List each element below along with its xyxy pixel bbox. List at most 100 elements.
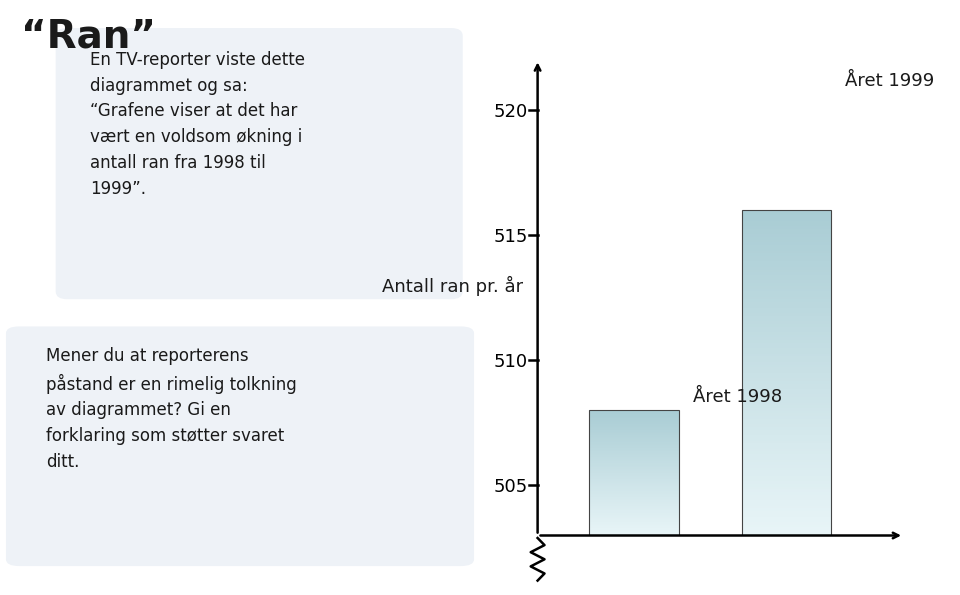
Bar (741, 465, 831, 468)
Bar (741, 270, 831, 273)
Bar (741, 275, 831, 278)
Bar (741, 242, 831, 245)
Bar (741, 394, 831, 397)
Bar (741, 294, 831, 297)
Bar (741, 372, 831, 375)
Bar (589, 529, 680, 530)
Bar (741, 365, 831, 367)
Bar (741, 223, 831, 226)
Bar (589, 533, 680, 534)
Bar (741, 476, 831, 478)
Bar (741, 302, 831, 305)
Bar (589, 441, 680, 443)
Bar (741, 514, 831, 516)
Bar (741, 487, 831, 489)
Bar (741, 329, 831, 332)
Bar (741, 215, 831, 218)
Bar (589, 428, 680, 429)
Bar (741, 256, 831, 259)
Bar (589, 433, 680, 434)
Bar (589, 452, 680, 453)
Bar (741, 234, 831, 237)
Bar (741, 297, 831, 299)
Bar (741, 525, 831, 527)
Bar (589, 498, 680, 499)
Bar (589, 508, 680, 509)
Bar (741, 446, 831, 449)
Bar (741, 527, 831, 530)
Bar (589, 499, 680, 500)
Bar (589, 523, 680, 524)
Bar (741, 273, 831, 275)
Bar (741, 245, 831, 248)
Bar (589, 457, 680, 458)
Bar (741, 492, 831, 495)
Bar (741, 240, 831, 242)
Bar (741, 261, 831, 264)
Bar (589, 429, 680, 430)
Bar (741, 506, 831, 508)
Bar (589, 491, 680, 493)
Bar (589, 474, 680, 475)
Bar (741, 316, 831, 318)
Bar (741, 471, 831, 473)
Bar (741, 414, 831, 416)
Bar (741, 386, 831, 389)
FancyBboxPatch shape (56, 28, 463, 299)
Bar (741, 340, 831, 343)
Bar (741, 218, 831, 221)
Bar (741, 343, 831, 346)
Bar (589, 436, 680, 437)
Bar (741, 500, 831, 503)
Bar (741, 424, 831, 427)
Bar (741, 346, 831, 348)
Text: “Ran”: “Ran” (21, 18, 156, 56)
Bar (741, 280, 831, 283)
Bar (589, 511, 680, 512)
Bar (741, 353, 831, 356)
Bar (741, 459, 831, 462)
Bar (589, 516, 680, 518)
Bar (589, 524, 680, 525)
Text: En TV-reporter viste dette
diagrammet og sa:
“Grafene viser at det har
vært en v: En TV-reporter viste dette diagrammet og… (90, 51, 305, 198)
Bar (589, 432, 680, 433)
Bar (741, 327, 831, 329)
Bar (589, 487, 680, 488)
Bar (741, 421, 831, 424)
Bar (741, 433, 831, 435)
Bar (589, 520, 680, 521)
Bar (589, 522, 680, 523)
Bar (741, 351, 831, 353)
Bar (741, 405, 831, 408)
Bar (589, 462, 680, 464)
Bar (741, 264, 831, 267)
Bar (589, 446, 680, 447)
Bar (741, 384, 831, 386)
Bar (589, 509, 680, 511)
Bar (589, 434, 680, 436)
Bar (589, 427, 680, 428)
Bar (589, 486, 680, 487)
Bar (741, 313, 831, 316)
Bar (741, 481, 831, 484)
Bar (741, 253, 831, 256)
Bar (589, 458, 680, 459)
Bar (589, 530, 680, 531)
Bar (589, 519, 680, 520)
Bar (589, 410, 680, 411)
Bar (589, 426, 680, 427)
Bar (741, 362, 831, 365)
Bar (741, 348, 831, 351)
Bar (589, 471, 680, 472)
Bar (741, 321, 831, 324)
Bar (589, 490, 680, 491)
Bar (741, 430, 831, 433)
Bar (741, 334, 831, 337)
Bar (589, 450, 680, 451)
Bar (589, 466, 680, 468)
Bar (589, 451, 680, 452)
Bar (589, 505, 680, 506)
Bar (741, 286, 831, 289)
Bar (589, 455, 680, 456)
Bar (589, 479, 680, 480)
